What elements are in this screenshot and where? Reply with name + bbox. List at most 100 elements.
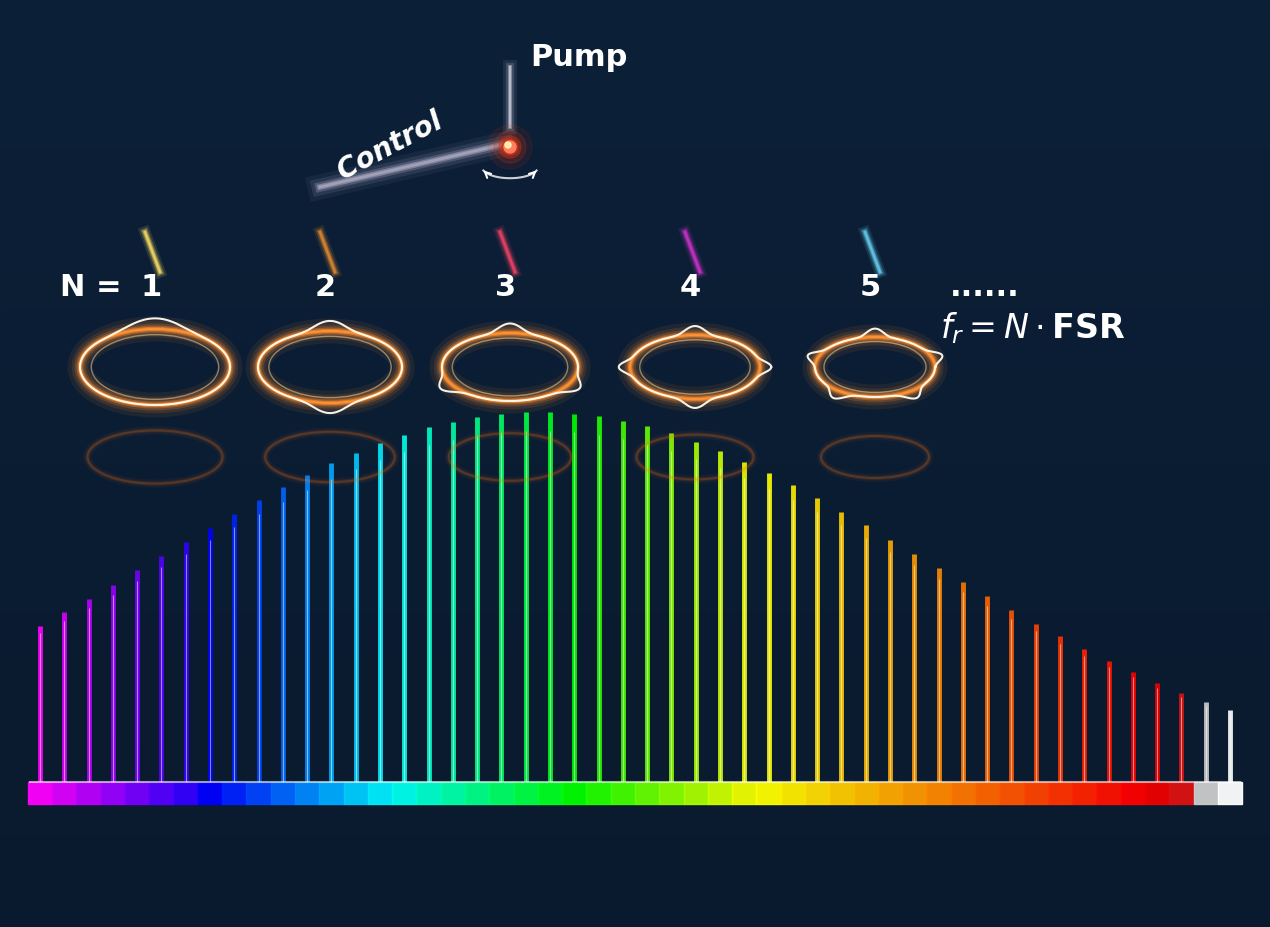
Bar <box>732 782 757 804</box>
Text: 5: 5 <box>860 273 881 302</box>
Bar <box>0 388 1270 399</box>
Bar <box>902 782 926 804</box>
Bar <box>0 110 1270 121</box>
Bar <box>563 782 587 804</box>
Bar <box>0 444 1270 454</box>
Bar <box>0 175 1270 185</box>
Bar <box>0 36 1270 46</box>
Bar <box>0 361 1270 371</box>
Bar <box>0 222 1270 232</box>
Bar <box>1048 782 1072 804</box>
Circle shape <box>488 126 532 170</box>
Bar <box>805 782 829 804</box>
Bar <box>0 8 1270 19</box>
Bar <box>0 574 1270 584</box>
Bar <box>0 852 1270 862</box>
Bar <box>52 782 76 804</box>
Bar <box>0 546 1270 556</box>
Bar <box>124 782 150 804</box>
Bar <box>0 55 1270 65</box>
Bar <box>0 0 1270 9</box>
Bar <box>587 782 611 804</box>
Bar <box>0 694 1270 705</box>
Bar <box>0 166 1270 176</box>
Bar <box>1072 782 1096 804</box>
Bar <box>368 782 392 804</box>
Bar <box>0 425 1270 436</box>
Circle shape <box>502 140 518 156</box>
Bar <box>465 782 489 804</box>
Bar <box>0 870 1270 881</box>
Bar <box>0 713 1270 723</box>
Bar <box>878 782 902 804</box>
Text: Pump: Pump <box>530 44 627 72</box>
Bar <box>0 824 1270 834</box>
Bar <box>0 101 1270 111</box>
Bar <box>0 64 1270 74</box>
Bar <box>0 398 1270 408</box>
Bar <box>926 782 951 804</box>
Bar <box>0 286 1270 297</box>
Bar <box>28 782 52 804</box>
Bar <box>707 782 732 804</box>
Text: ......: ...... <box>950 273 1020 302</box>
Bar <box>0 463 1270 473</box>
Bar <box>0 889 1270 899</box>
Bar <box>951 782 975 804</box>
Bar <box>0 92 1270 102</box>
Bar <box>683 782 707 804</box>
Bar <box>0 370 1270 380</box>
Bar <box>0 565 1270 575</box>
Bar <box>417 782 441 804</box>
Bar <box>1120 782 1146 804</box>
Bar <box>0 685 1270 695</box>
Bar <box>0 768 1270 779</box>
Bar <box>271 782 295 804</box>
Bar <box>0 18 1270 28</box>
Bar <box>0 500 1270 510</box>
Bar <box>513 782 538 804</box>
Bar <box>0 305 1270 315</box>
Bar <box>0 592 1270 603</box>
Bar <box>0 806 1270 816</box>
Bar <box>0 629 1270 640</box>
Bar <box>344 782 368 804</box>
Bar <box>1024 782 1048 804</box>
Bar <box>150 782 174 804</box>
Bar <box>0 83 1270 93</box>
Bar <box>246 782 271 804</box>
Bar <box>0 333 1270 343</box>
Bar <box>0 324 1270 334</box>
Bar <box>0 796 1270 806</box>
Bar <box>0 620 1270 630</box>
Bar <box>635 782 659 804</box>
Text: 2: 2 <box>315 273 337 302</box>
Bar <box>0 778 1270 788</box>
Bar <box>0 27 1270 37</box>
Bar <box>999 782 1024 804</box>
Bar <box>0 490 1270 501</box>
Bar <box>0 277 1270 287</box>
Bar <box>0 120 1270 130</box>
Bar <box>0 45 1270 56</box>
Bar <box>0 815 1270 825</box>
Bar <box>1218 782 1242 804</box>
Bar <box>853 782 878 804</box>
Bar <box>0 129 1270 139</box>
Bar <box>0 602 1270 612</box>
Bar <box>0 212 1270 222</box>
Bar <box>0 314 1270 324</box>
Bar <box>0 704 1270 714</box>
Text: Control: Control <box>333 108 447 185</box>
Bar <box>0 611 1270 621</box>
Bar <box>0 407 1270 417</box>
Bar <box>0 416 1270 426</box>
Bar <box>0 787 1270 797</box>
Bar <box>0 741 1270 751</box>
Bar <box>611 782 635 804</box>
Bar <box>538 782 563 804</box>
Bar <box>0 861 1270 871</box>
Bar <box>0 268 1270 278</box>
Bar <box>0 722 1270 732</box>
Bar <box>441 782 465 804</box>
